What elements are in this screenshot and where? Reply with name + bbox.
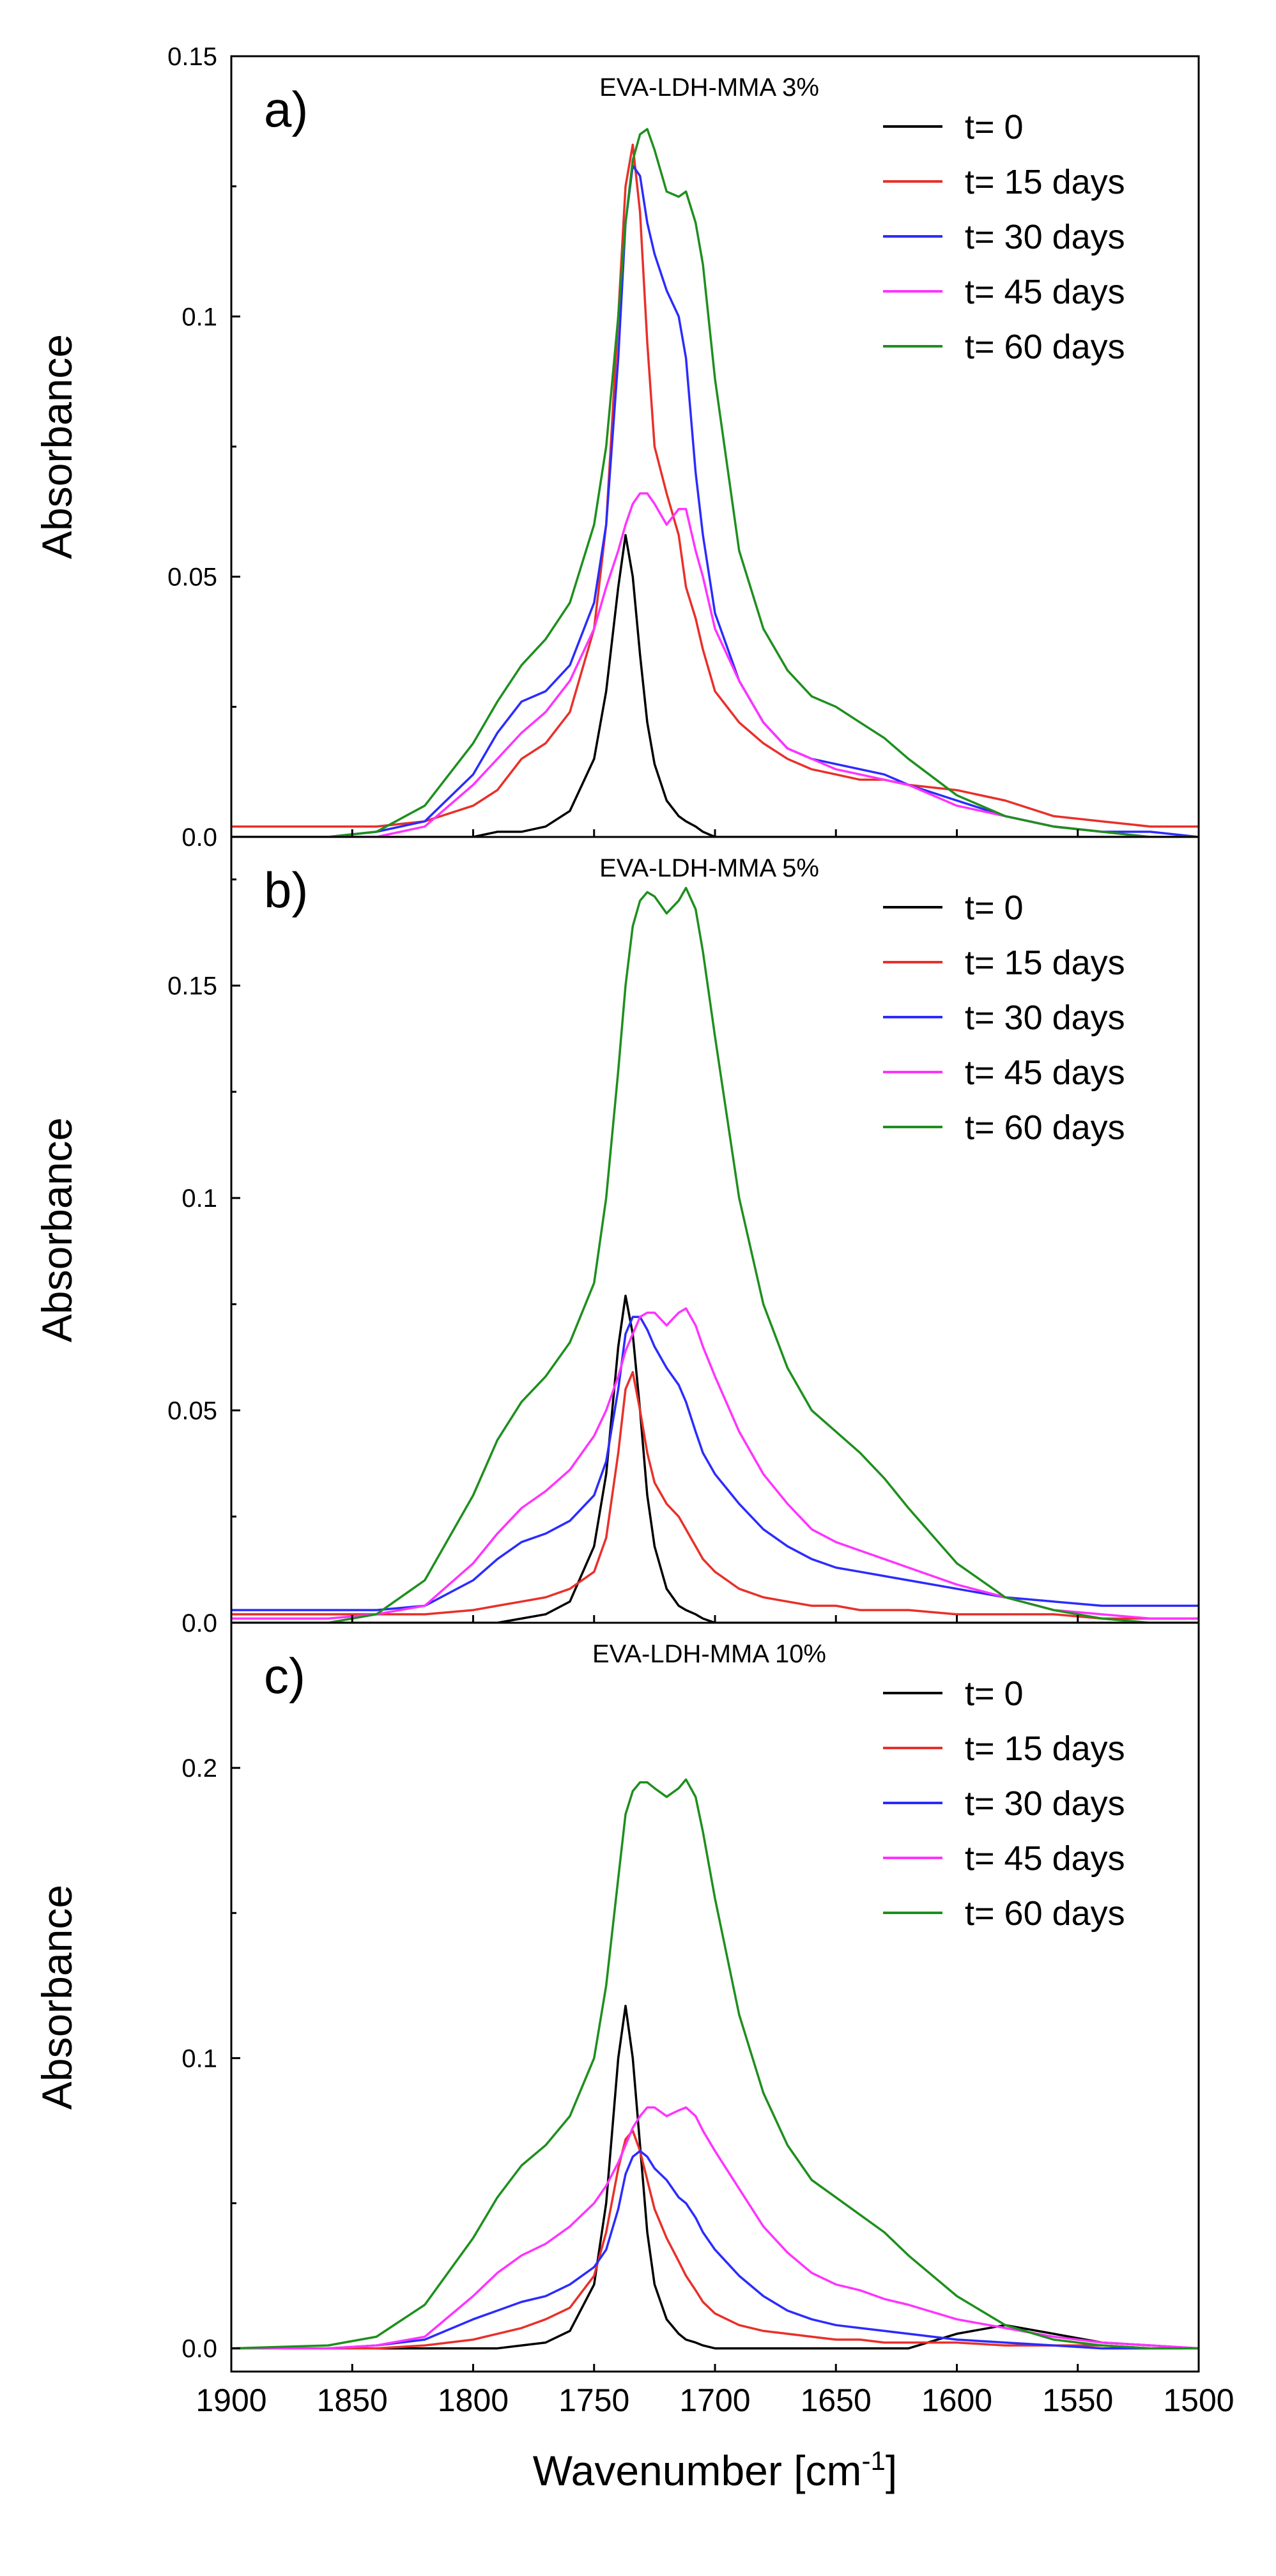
y-tick-label: 0.2 — [181, 1754, 217, 1782]
x-tick-label: 1850 — [317, 2382, 388, 2418]
legend-label: t= 60 days — [965, 1894, 1125, 1933]
series-line-5 — [231, 887, 1199, 1623]
panel-3: 0.0 0.1 0.2 1900 1850 1800 1750 1700 1650 1600 155… — [33, 1621, 1234, 2494]
series-line-4 — [231, 492, 1199, 837]
x-axis-label-sup: -1 — [862, 2446, 886, 2476]
legend-label: t= 0 — [965, 1675, 1024, 1713]
y-tick-label: 0.15 — [167, 972, 217, 1000]
legend-label: t= 0 — [965, 108, 1024, 146]
y-tick-label: 0.05 — [167, 564, 217, 592]
panel-title: EVA-LDH-MMA 5% — [599, 854, 819, 882]
panel-title: EVA-LDH-MMA 3% — [599, 73, 819, 102]
x-tick-label: 1800 — [438, 2382, 509, 2418]
y-tick-label: 0.1 — [181, 1184, 217, 1213]
x-tick-label: 1500 — [1163, 2382, 1234, 2418]
series-line-2 — [231, 2129, 1199, 2350]
series-line-4 — [231, 1307, 1199, 1620]
series-group — [231, 1778, 1199, 2350]
x-tick-label: 1900 — [196, 2382, 266, 2418]
panel-label: a) — [264, 81, 308, 137]
x-axis-label-main: Wavenumber [cm — [533, 2447, 862, 2494]
series-line-4 — [231, 2106, 1199, 2350]
x-tick-label: 1600 — [921, 2382, 992, 2418]
series-line-1 — [231, 1294, 1199, 1623]
y-axis-label: Absorbance — [33, 1117, 81, 1342]
legend-label: t= 30 days — [965, 999, 1125, 1037]
series-line-5 — [231, 128, 1199, 837]
panel-2: 0.0 0.05 0.1 0.15 Absorbance b) EVA-LDH-MMA 5%… — [33, 836, 1200, 1637]
legend-label: t= 45 days — [965, 273, 1125, 311]
y-tick-label: 0.15 — [167, 43, 217, 71]
panel-title: EVA-LDH-MMA 10% — [592, 1640, 826, 1668]
x-tick-label: 1550 — [1042, 2382, 1113, 2418]
panel-1: 0.0 0.05 0.1 0.15 Absorbance a) EVA-LDH-MMA 3%… — [33, 43, 1200, 852]
legend-label: t= 30 days — [965, 1784, 1125, 1823]
series-group — [231, 128, 1199, 837]
y-tick-label: 0.1 — [181, 303, 217, 331]
x-tick-label: 1750 — [558, 2382, 629, 2418]
legend-label: t= 60 days — [965, 328, 1125, 366]
panel-label: b) — [264, 862, 308, 918]
legend-label: t= 60 days — [965, 1108, 1125, 1147]
x-axis-label: Wavenumber [cm-1] — [533, 2446, 897, 2494]
legend-label: t= 30 days — [965, 218, 1125, 256]
y-tick-label: 0.1 — [181, 2044, 217, 2073]
series-line-3 — [231, 1315, 1199, 1611]
series-line-1 — [231, 2004, 1199, 2350]
legend-label: t= 0 — [965, 889, 1024, 927]
legend-label: t= 15 days — [965, 1729, 1125, 1768]
y-tick-label: 0.0 — [181, 824, 217, 852]
series-line-3 — [231, 2150, 1199, 2350]
y-tick-label: 0.0 — [181, 2335, 217, 2363]
legend-label: t= 15 days — [965, 163, 1125, 201]
x-tick-label: 1650 — [801, 2382, 872, 2418]
y-tick-label: 0.0 — [181, 1609, 217, 1637]
series-line-5 — [231, 1778, 1199, 2350]
x-axis-label-end: ] — [886, 2447, 897, 2494]
series-group — [231, 887, 1199, 1623]
y-axis-label: Absorbance — [33, 1885, 81, 2110]
series-line-1 — [231, 533, 1199, 837]
y-axis-label: Absorbance — [33, 334, 81, 559]
panel-label: c) — [264, 1648, 305, 1704]
series-line-3 — [231, 164, 1199, 837]
x-tick-label: 1700 — [679, 2382, 750, 2418]
legend-label: t= 45 days — [965, 1054, 1125, 1092]
series-line-2 — [231, 1370, 1199, 1620]
legend-label: t= 45 days — [965, 1839, 1125, 1878]
legend-label: t= 15 days — [965, 944, 1125, 982]
y-tick-label: 0.05 — [167, 1397, 217, 1425]
